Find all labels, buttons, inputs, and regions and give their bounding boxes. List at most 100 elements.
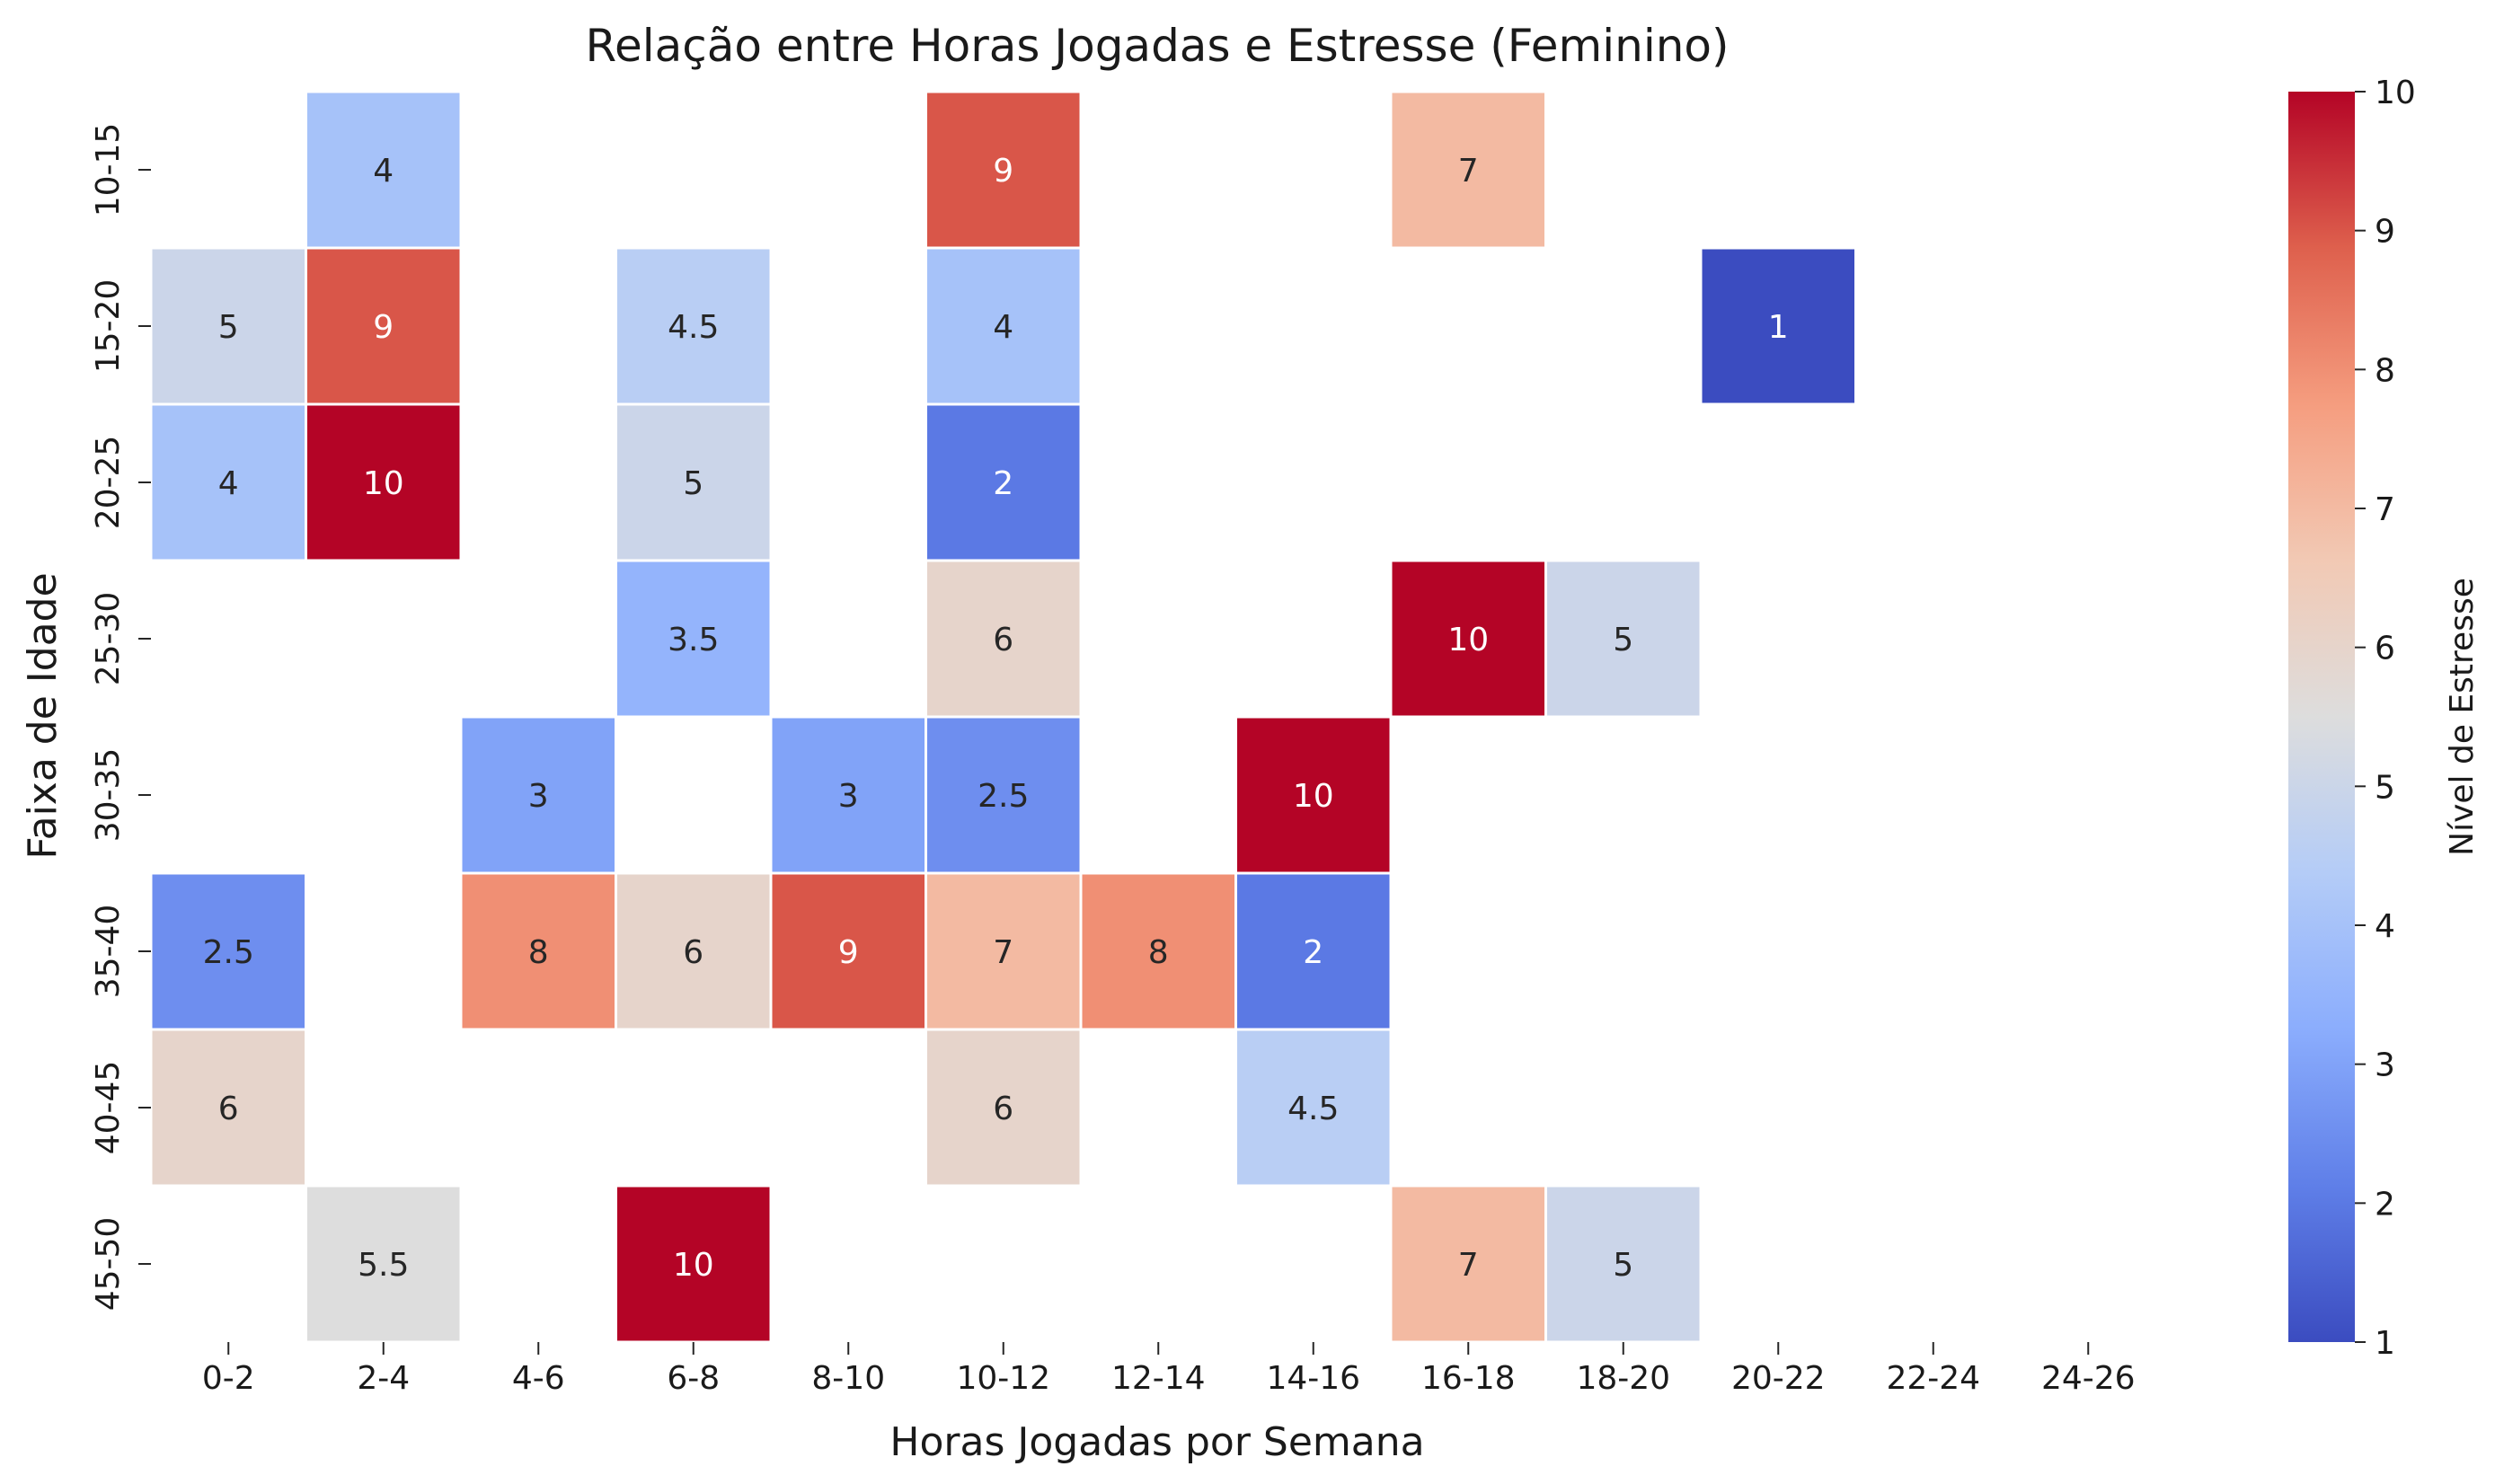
cell-value-label: 10	[1447, 622, 1489, 658]
colorbar-ticks: 1 2 3 4 5 6 7 8 9 10	[2355, 75, 2416, 1362]
cell-value-label: 10	[363, 465, 404, 502]
colorbar-tick-label: 1	[2375, 1325, 2395, 1362]
colorbar-tick-label: 10	[2375, 75, 2416, 111]
cell-value-label: 6	[993, 1091, 1013, 1127]
y-tick-label: 30-35	[90, 748, 127, 843]
x-tick-label: 18-20	[1576, 1360, 1670, 1397]
x-tick-label: 14-16	[1266, 1360, 1360, 1397]
colorbar-tick-label: 6	[2375, 631, 2395, 667]
x-tick-label: 20-22	[1731, 1360, 1826, 1397]
cell-value-label: 9	[993, 153, 1013, 190]
heatmap-cell	[925, 1028, 1083, 1188]
y-axis-label: Faixa de Idade	[20, 572, 66, 859]
cell-value-label: 10	[1293, 778, 1334, 815]
cell-value-label: 6	[683, 934, 703, 971]
y-axis-ticks: 10-15 15-20 20-25 25-30 30-35 35-40 40-45 45-50	[90, 123, 151, 1312]
y-tick-label: 20-25	[90, 436, 127, 530]
cell-value-label: 3	[838, 778, 859, 815]
cell-value-label: 2	[993, 465, 1013, 502]
x-axis-label: Horas Jogadas por Semana	[889, 1419, 1424, 1465]
cell-value-label: 7	[1458, 153, 1479, 190]
cell-value-label: 6	[218, 1091, 239, 1127]
x-tick-label: 4-6	[512, 1360, 565, 1397]
x-tick-label: 8-10	[811, 1360, 885, 1397]
cell-value-label: 2.5	[203, 934, 254, 971]
cell-value-label: 7	[993, 934, 1013, 971]
heatmap-cell	[459, 715, 617, 875]
cell-value-label: 5.5	[358, 1247, 409, 1284]
y-tick-label: 40-45	[90, 1061, 127, 1155]
heatmap-cell	[925, 715, 1083, 875]
chart-title: Relação entre Horas Jogadas e Estresse (…	[585, 20, 1729, 72]
colorbar-tick-label: 4	[2375, 908, 2395, 945]
heatmap-cells: 4 9 7 5 9 4.5 4 1 4 10 5 2 3.5 6 10 5 3 3 2.5 10 2.5 8 6 9 7 8 2 6 6…	[149, 90, 1857, 1344]
heatmap-cell	[925, 90, 1083, 250]
colorbar-tick-label: 8	[2375, 352, 2395, 389]
cell-value-label: 9	[373, 309, 394, 346]
heatmap-cell	[1234, 715, 1393, 875]
y-tick-label: 25-30	[90, 592, 127, 686]
x-tick-label: 2-4	[357, 1360, 410, 1397]
colorbar-tick-label: 9	[2375, 214, 2395, 251]
heatmap-cell	[769, 715, 927, 875]
heatmap-cell	[925, 402, 1083, 562]
cell-value-label: 7	[1458, 1247, 1479, 1284]
colorbar: 1 2 3 4 5 6 7 8 9 10 Nível de Estresse	[2288, 75, 2481, 1362]
cell-value-label: 8	[528, 934, 549, 971]
heatmap-cell	[149, 871, 307, 1031]
heatmap-cell	[305, 90, 463, 250]
cell-value-label: 4	[993, 309, 1013, 346]
x-axis-ticks: 0-2 2-4 4-6 6-8 8-10 10-12 12-14 14-16 16-18 18-2…	[202, 1342, 2136, 1397]
y-tick-label: 45-50	[90, 1217, 127, 1312]
x-tick-label: 12-14	[1111, 1360, 1206, 1397]
heatmap-cell	[305, 402, 463, 562]
cell-value-label: 4.5	[1287, 1091, 1339, 1127]
heatmap-cell	[149, 1028, 307, 1188]
cell-value-label: 3	[528, 778, 549, 815]
x-tick-label: 16-18	[1421, 1360, 1516, 1397]
x-tick-label: 6-8	[667, 1360, 720, 1397]
heatmap-cell	[615, 871, 773, 1031]
x-tick-label: 0-2	[202, 1360, 255, 1397]
heatmap-cell	[615, 402, 773, 562]
heatmap-cell	[1234, 1028, 1393, 1188]
colorbar-label: Nível de Estresse	[2444, 578, 2481, 856]
cell-value-label: 3.5	[668, 622, 719, 658]
x-tick-label: 10-12	[956, 1360, 1050, 1397]
colorbar-gradient	[2288, 92, 2355, 1342]
heatmap-cell	[615, 559, 773, 719]
cell-value-label: 6	[993, 622, 1013, 658]
cell-value-label: 5	[1613, 622, 1633, 658]
heatmap-cell	[615, 246, 773, 406]
y-tick-label: 15-20	[90, 279, 127, 374]
cell-value-label: 2	[1303, 934, 1323, 971]
cell-value-label: 9	[838, 934, 859, 971]
heatmap-cell	[305, 1184, 463, 1344]
heatmap-cell	[925, 559, 1083, 719]
colorbar-tick-label: 7	[2375, 491, 2395, 528]
heatmap-cell	[925, 871, 1083, 1031]
cell-value-label: 8	[1148, 934, 1169, 971]
cell-value-label: 5	[1613, 1247, 1633, 1284]
heatmap-cell	[1234, 871, 1393, 1031]
cell-value-label: 4	[218, 465, 239, 502]
x-tick-label: 24-26	[2041, 1360, 2136, 1397]
cell-value-label: 5	[218, 309, 239, 346]
y-tick-label: 35-40	[90, 905, 127, 999]
heatmap-cell	[1699, 246, 1857, 406]
cell-value-label: 4.5	[668, 309, 719, 346]
colorbar-tick-label: 5	[2375, 769, 2395, 806]
y-tick-label: 10-15	[90, 123, 127, 217]
heatmap-cell	[459, 871, 617, 1031]
cell-value-label: 10	[673, 1247, 714, 1284]
cell-value-label: 1	[1768, 309, 1789, 346]
cell-value-label: 2.5	[978, 778, 1029, 815]
cell-value-label: 4	[373, 153, 394, 190]
heatmap-cell	[1389, 90, 1547, 250]
colorbar-tick-label: 3	[2375, 1047, 2395, 1084]
x-tick-label: 22-24	[1886, 1360, 1980, 1397]
cell-value-label: 5	[683, 465, 703, 502]
colorbar-tick-label: 2	[2375, 1186, 2395, 1223]
heatmap-cell	[1544, 559, 1703, 719]
